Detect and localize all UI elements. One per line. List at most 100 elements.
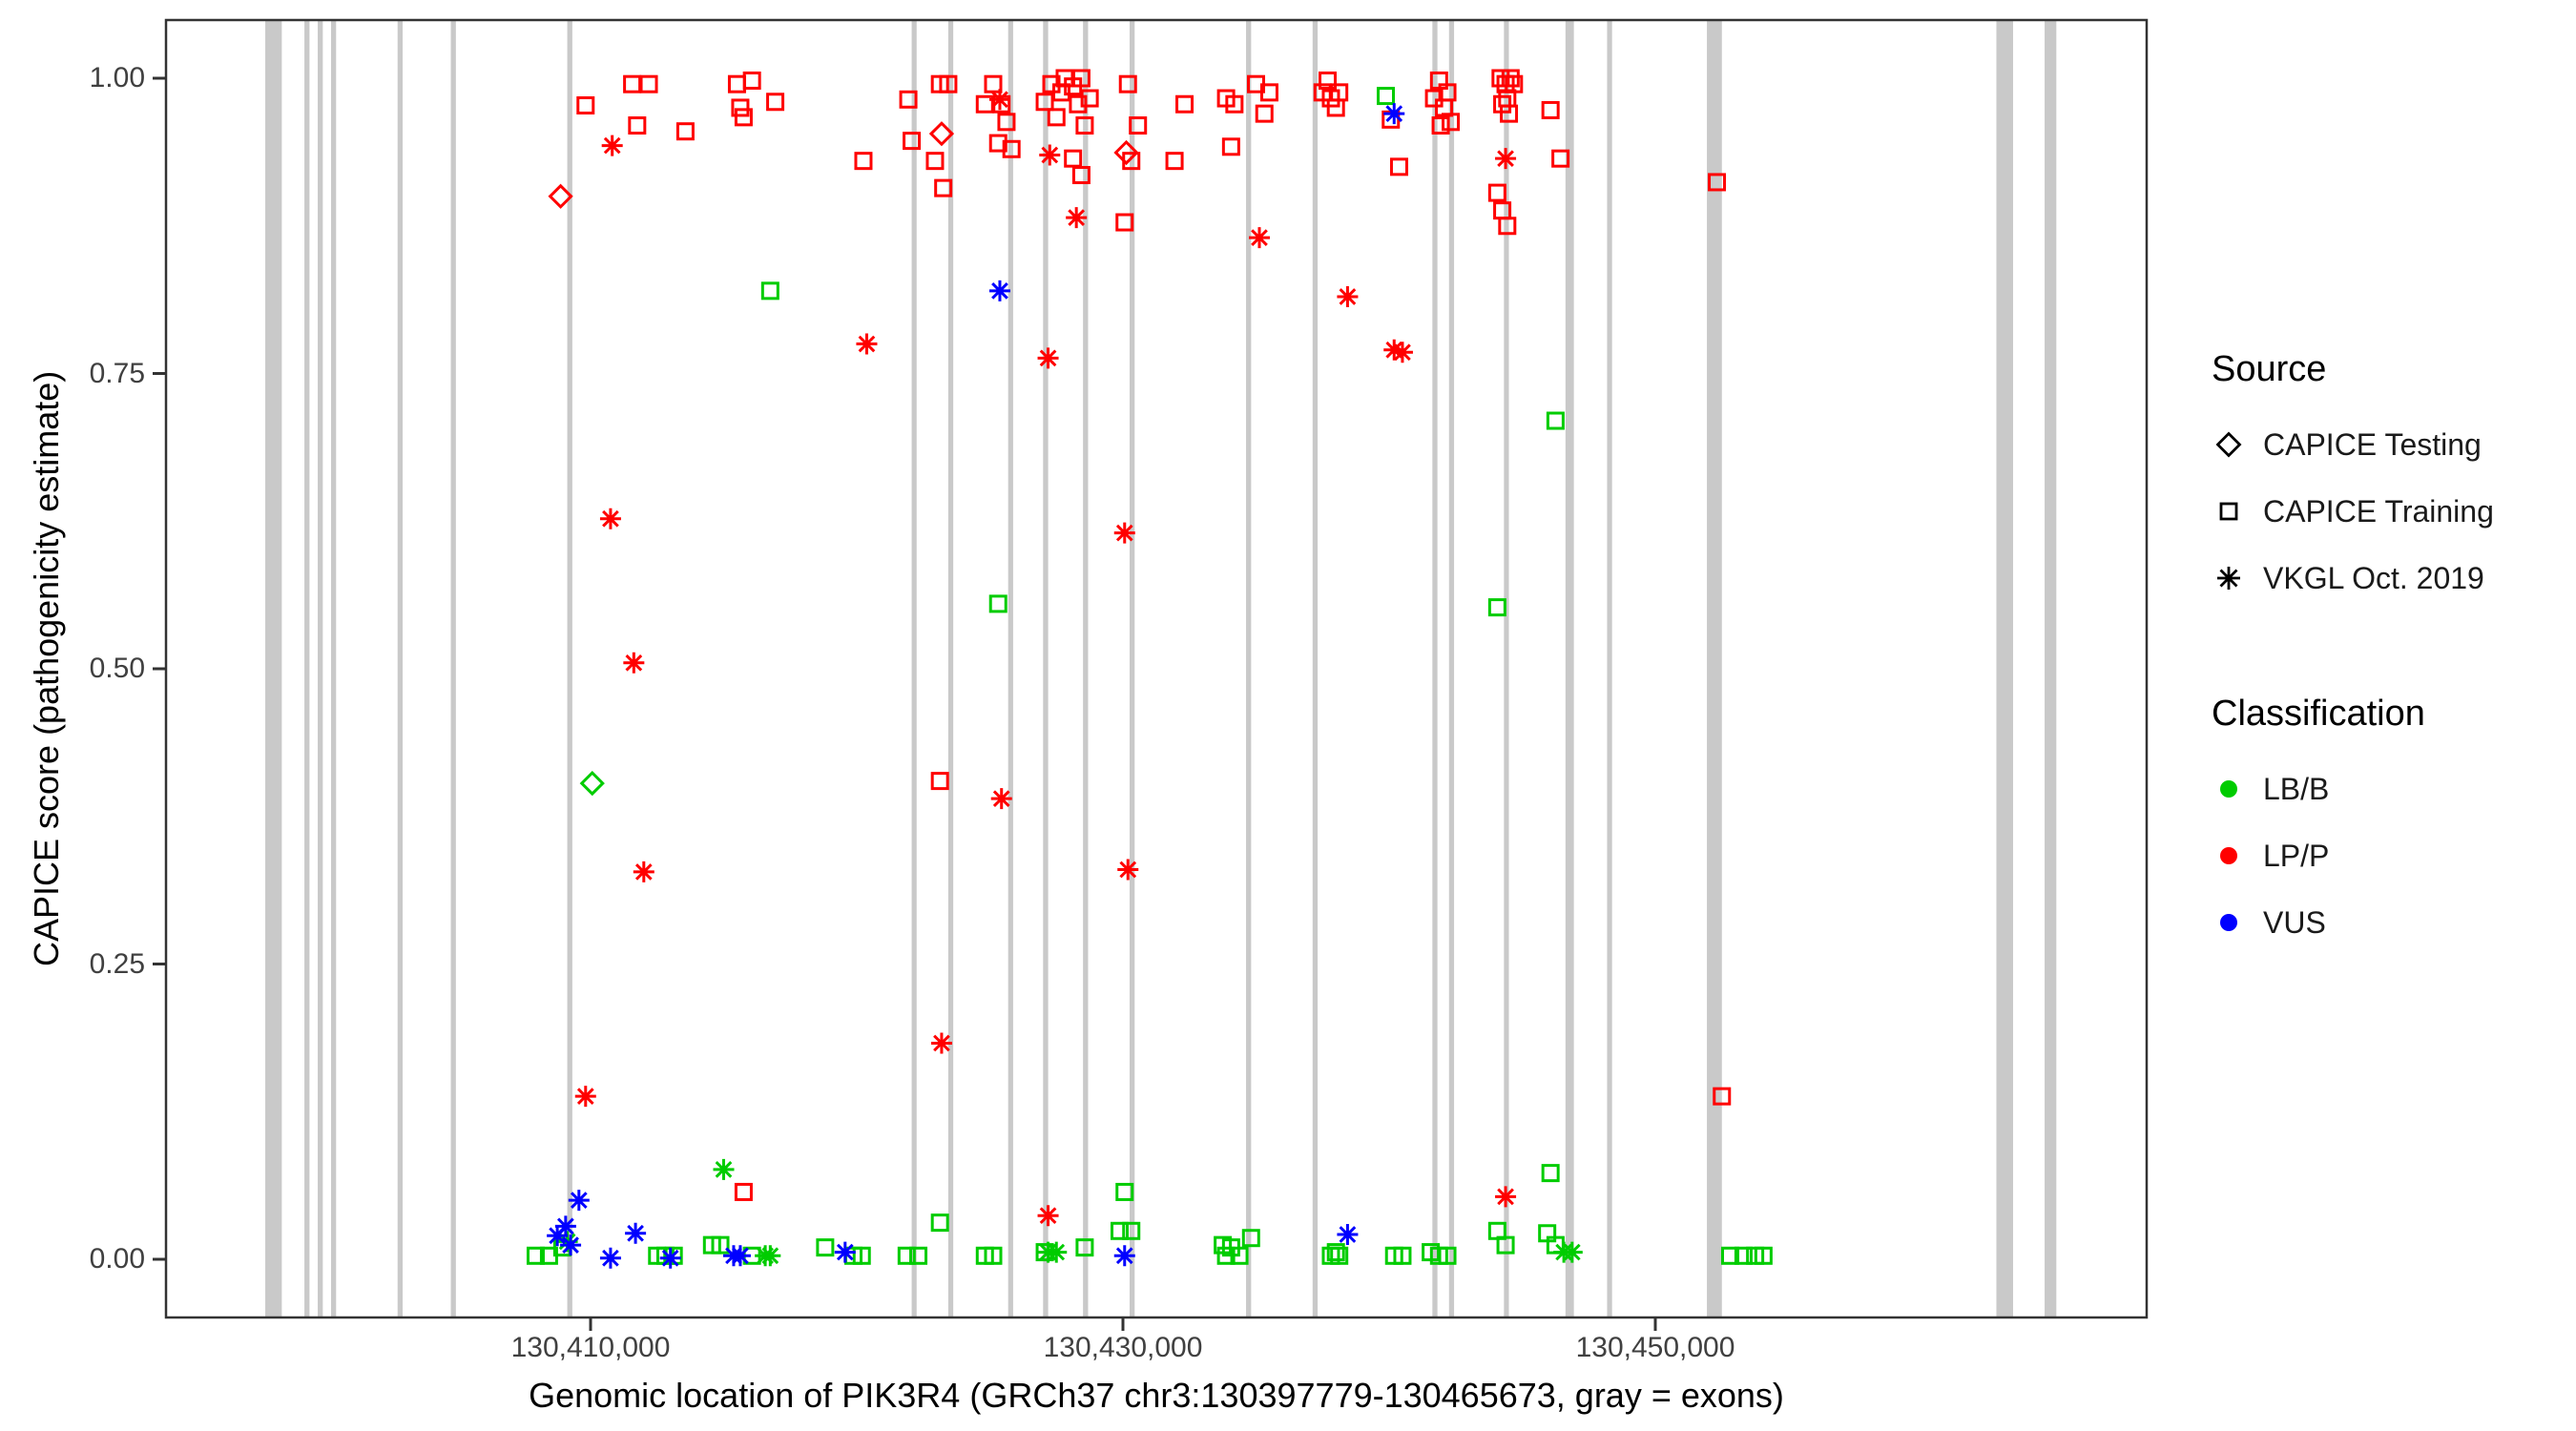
point-asterisk	[856, 333, 878, 355]
exon-bar	[1129, 20, 1135, 1317]
point-square	[734, 1182, 753, 1201]
point-square	[988, 134, 1008, 153]
point-diamond	[1113, 139, 1139, 166]
point-square	[766, 93, 785, 112]
y-tick-label-0.25: 0.25	[89, 948, 145, 980]
point-square	[1501, 69, 1520, 88]
point-square	[997, 113, 1016, 132]
exon-bar	[1448, 20, 1455, 1317]
plot-panel	[166, 20, 2147, 1317]
point-square	[1389, 157, 1408, 176]
point-square	[1002, 139, 1021, 158]
point-square	[1500, 104, 1519, 123]
legend-label-capice-testing: CAPICE Testing	[2263, 426, 2482, 462]
square-icon	[2219, 502, 2238, 521]
exon-bar	[318, 20, 323, 1317]
point-asterisk	[1391, 342, 1413, 363]
red-dot-icon	[2220, 847, 2237, 864]
exon-bar	[947, 20, 954, 1317]
exon-bar	[1565, 20, 1574, 1317]
point-asterisk	[930, 1032, 952, 1054]
point-square	[1438, 83, 1457, 102]
point-square	[1069, 94, 1088, 114]
point-square	[1431, 116, 1450, 135]
exon-bar	[1246, 20, 1252, 1317]
point-square	[1035, 93, 1054, 112]
point-square	[1491, 69, 1510, 88]
point-asterisk	[1039, 144, 1061, 166]
exon-bar	[1083, 20, 1089, 1317]
point-asterisk	[599, 508, 621, 529]
point-square	[1487, 598, 1506, 617]
point-asterisk	[599, 1247, 621, 1269]
legend-label-vus: VUS	[2263, 904, 2326, 940]
point-square	[854, 152, 873, 171]
point-square	[1111, 1221, 1130, 1240]
legend-label-capice-training: CAPICE Training	[2263, 493, 2494, 529]
exon-bar	[911, 20, 917, 1317]
point-square	[930, 1213, 949, 1233]
point-square	[1165, 152, 1184, 171]
point-asterisk	[759, 1245, 781, 1267]
exon-bar	[1707, 20, 1722, 1317]
exon-bar	[304, 20, 310, 1317]
point-square	[639, 74, 658, 93]
point-diamond	[579, 770, 605, 797]
point-square	[1071, 69, 1091, 88]
exon-bar	[1432, 20, 1438, 1317]
point-square	[925, 152, 945, 171]
point-square	[1551, 149, 1570, 168]
point-square	[934, 178, 953, 197]
y-tick-label-0.75: 0.75	[89, 358, 145, 389]
point-square	[1377, 87, 1396, 106]
x-tick-label-130430000: 130,430,000	[1043, 1332, 1203, 1363]
point-asterisk	[1113, 522, 1135, 544]
point-square	[1221, 137, 1240, 156]
point-asterisk	[1495, 148, 1517, 170]
exon-bar	[265, 20, 282, 1317]
point-square	[1546, 411, 1565, 430]
point-square	[711, 1235, 730, 1255]
point-square	[1122, 1221, 1141, 1240]
point-asterisk	[574, 1086, 596, 1108]
point-square	[984, 1246, 1003, 1265]
point-asterisk	[1337, 1224, 1359, 1245]
point-asterisk	[554, 1215, 576, 1237]
point-square	[1708, 173, 1727, 192]
point-square	[1541, 1164, 1560, 1183]
point-asterisk	[659, 1247, 681, 1269]
y-tick-label-0.50: 0.50	[89, 653, 145, 684]
asterisk-icon	[2217, 567, 2240, 590]
legend: Source CAPICE Testing CAPICE Training VK…	[2212, 349, 2566, 956]
point-square	[1241, 1229, 1260, 1248]
blue-dot-icon	[2220, 914, 2237, 931]
point-square	[760, 281, 779, 301]
point-asterisk	[568, 1190, 590, 1212]
point-asterisk	[729, 1245, 751, 1267]
point-square	[1438, 1246, 1457, 1265]
exon-bar	[330, 20, 337, 1317]
point-asterisk	[988, 280, 1010, 301]
x-tick-label-130450000: 130,450,000	[1575, 1332, 1735, 1363]
legend-classification-title: Classification	[2212, 694, 2425, 734]
point-square	[816, 1238, 835, 1257]
point-asterisk	[623, 652, 645, 674]
point-square	[897, 1246, 916, 1265]
point-square	[988, 594, 1008, 613]
legend-item-capice-testing: CAPICE Testing	[2212, 411, 2566, 478]
point-diamond	[928, 121, 955, 147]
legend-item-vkgl: VKGL Oct. 2019	[2212, 545, 2566, 612]
point-square	[1115, 213, 1134, 232]
point-square	[742, 71, 761, 90]
point-square	[1259, 83, 1278, 102]
exon-bar	[1504, 20, 1509, 1317]
point-square	[1080, 89, 1099, 108]
point-asterisk	[1383, 339, 1405, 361]
point-square	[1330, 83, 1349, 102]
point-square	[899, 90, 918, 109]
y-tick-label-0.00: 0.00	[89, 1243, 145, 1275]
exon-bar	[1312, 20, 1319, 1317]
point-square	[576, 95, 595, 114]
